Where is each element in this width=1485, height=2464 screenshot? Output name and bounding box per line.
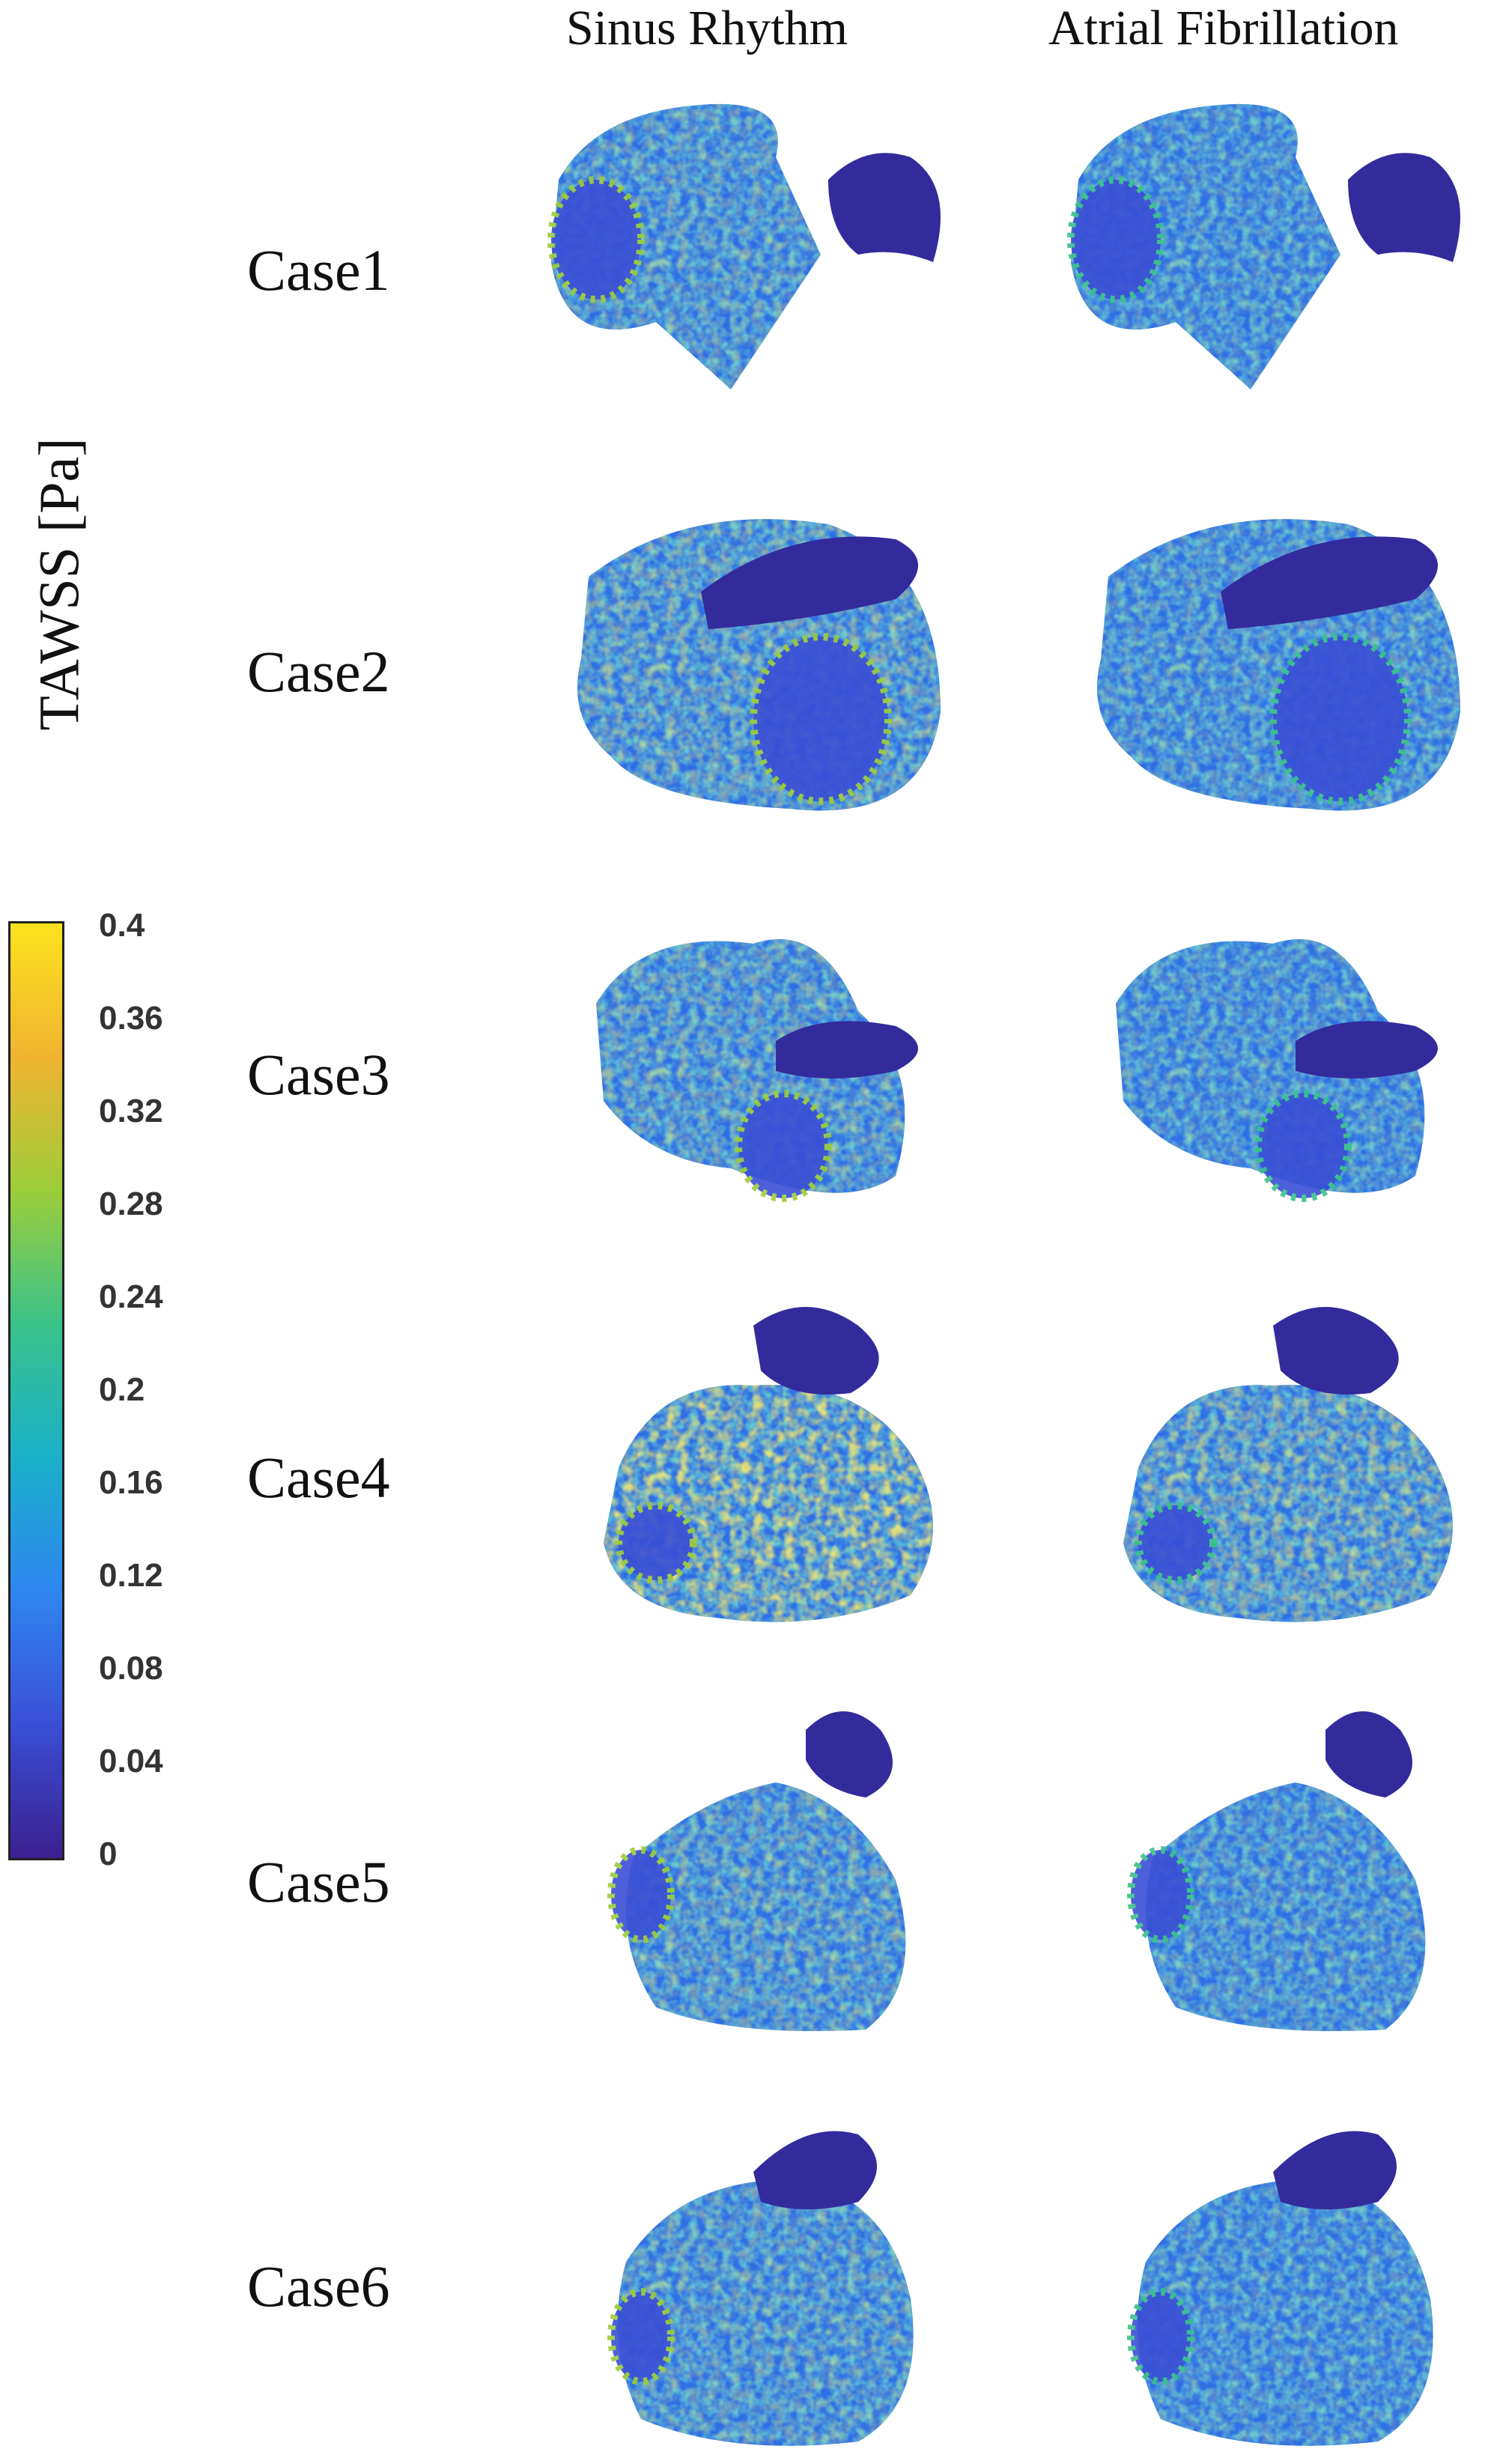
case-label-3: Case3 (247, 1042, 390, 1107)
valve-ring (1135, 1502, 1217, 1584)
left-atrial-appendage (1325, 1711, 1412, 1797)
atrium-surface-render (596, 939, 918, 1202)
left-atrial-appendage (1273, 2131, 1397, 2209)
valve-ring (735, 1090, 832, 1202)
case-label-6: Case6 (247, 2254, 390, 2319)
atrial-fibrillation-case1-map (1026, 67, 1485, 442)
colorbar-tick: 0.32 (99, 1093, 163, 1129)
colorbar-tick: 0.28 (99, 1186, 163, 1222)
left-atrial-appendage (1221, 536, 1438, 629)
valve-ring (615, 1502, 697, 1584)
left-atrial-appendage (1296, 1021, 1438, 1078)
column-header-sinus-rhythm: Sinus Rhythm (566, 1, 848, 55)
atrium-surface-render (607, 1711, 906, 2031)
tawss-hotspots (1116, 939, 1425, 1193)
valve-ring (1254, 1090, 1352, 1202)
column-header-atrial-fibrillation: Atrial Fibrillation (1048, 1, 1399, 55)
colorbar-tick: 0 (99, 1836, 118, 1872)
left-atrial-appendage (1348, 153, 1460, 262)
atrium-surface-render (547, 103, 941, 389)
tawss-hotspots (1123, 1385, 1453, 1622)
colorbar-tick: 0.08 (99, 1650, 163, 1687)
tawss-hotspots (1137, 2179, 1433, 2446)
tawss-hotspots (596, 939, 905, 1193)
left-atrial-appendage (753, 2131, 877, 2209)
sinus-rhythm-case1-map (506, 67, 971, 442)
valve-ring (1127, 2288, 1194, 2385)
atrium-surface-render (1123, 1307, 1453, 1622)
left-atrial-appendage (806, 1711, 893, 1797)
atrial-fibrillation-case4-map (1026, 1281, 1485, 1655)
case-label-5: Case5 (247, 1849, 390, 1914)
tawss-hotspots (626, 1782, 906, 2031)
colorbar-tick: 0.12 (99, 1557, 163, 1594)
atrium-surface-render (1116, 939, 1438, 1202)
tawss-hotspots (551, 103, 821, 389)
tawss-hotspots (1146, 1782, 1426, 2031)
sinus-rhythm-case2-map (506, 472, 971, 846)
sinus-rhythm-case3-map (506, 876, 971, 1251)
colorbar-tick: 0.4 (99, 907, 145, 944)
tawss-hotspots (1071, 103, 1340, 389)
colorbar-tick: 0.16 (99, 1464, 163, 1501)
valve-ring (1067, 176, 1164, 303)
valve-ring (750, 633, 892, 805)
left-atrial-appendage (701, 536, 918, 629)
sinus-rhythm-case6-map (506, 2090, 971, 2464)
colorbar (8, 921, 64, 1860)
tawss-hotspots (604, 1385, 933, 1622)
tawss-hotspots (617, 2179, 914, 2446)
left-atrial-appendage (828, 153, 941, 262)
atrium-surface-render (1127, 1711, 1426, 2031)
left-atrial-appendage (776, 1021, 918, 1078)
atrium-surface-render (604, 1307, 933, 1622)
atrium-surface-render (577, 519, 941, 811)
case-label-1: Case1 (247, 237, 390, 303)
colorbar-label: TAWSS [Pa] (28, 437, 91, 731)
atrial-fibrillation-case2-map (1026, 472, 1485, 846)
colorbar-tick: 0.2 (99, 1371, 145, 1408)
atrial-fibrillation-case6-map (1026, 2090, 1485, 2464)
atrium-surface-render (1067, 103, 1460, 389)
atrial-fibrillation-case3-map (1026, 876, 1485, 1251)
valve-ring (547, 176, 645, 303)
colorbar-tick: 0.24 (99, 1278, 163, 1315)
sinus-rhythm-case5-map (506, 1685, 971, 2060)
valve-ring (1269, 633, 1412, 805)
sinus-rhythm-case4-map (506, 1281, 971, 1655)
left-atrial-appendage (753, 1307, 879, 1395)
atrium-surface-render (1097, 519, 1460, 811)
left-atrial-appendage (1273, 1307, 1399, 1395)
valve-ring (607, 2288, 675, 2385)
case-label-4: Case4 (247, 1445, 390, 1510)
atrium-surface-render (607, 2131, 914, 2446)
colorbar-tick: 0.36 (99, 1000, 163, 1037)
valve-ring (607, 1846, 675, 1943)
valve-ring (1127, 1846, 1194, 1943)
atrium-surface-render (1127, 2131, 1433, 2446)
colorbar-tick: 0.04 (99, 1743, 163, 1779)
case-label-2: Case2 (247, 639, 390, 704)
atrial-fibrillation-case5-map (1026, 1685, 1485, 2060)
